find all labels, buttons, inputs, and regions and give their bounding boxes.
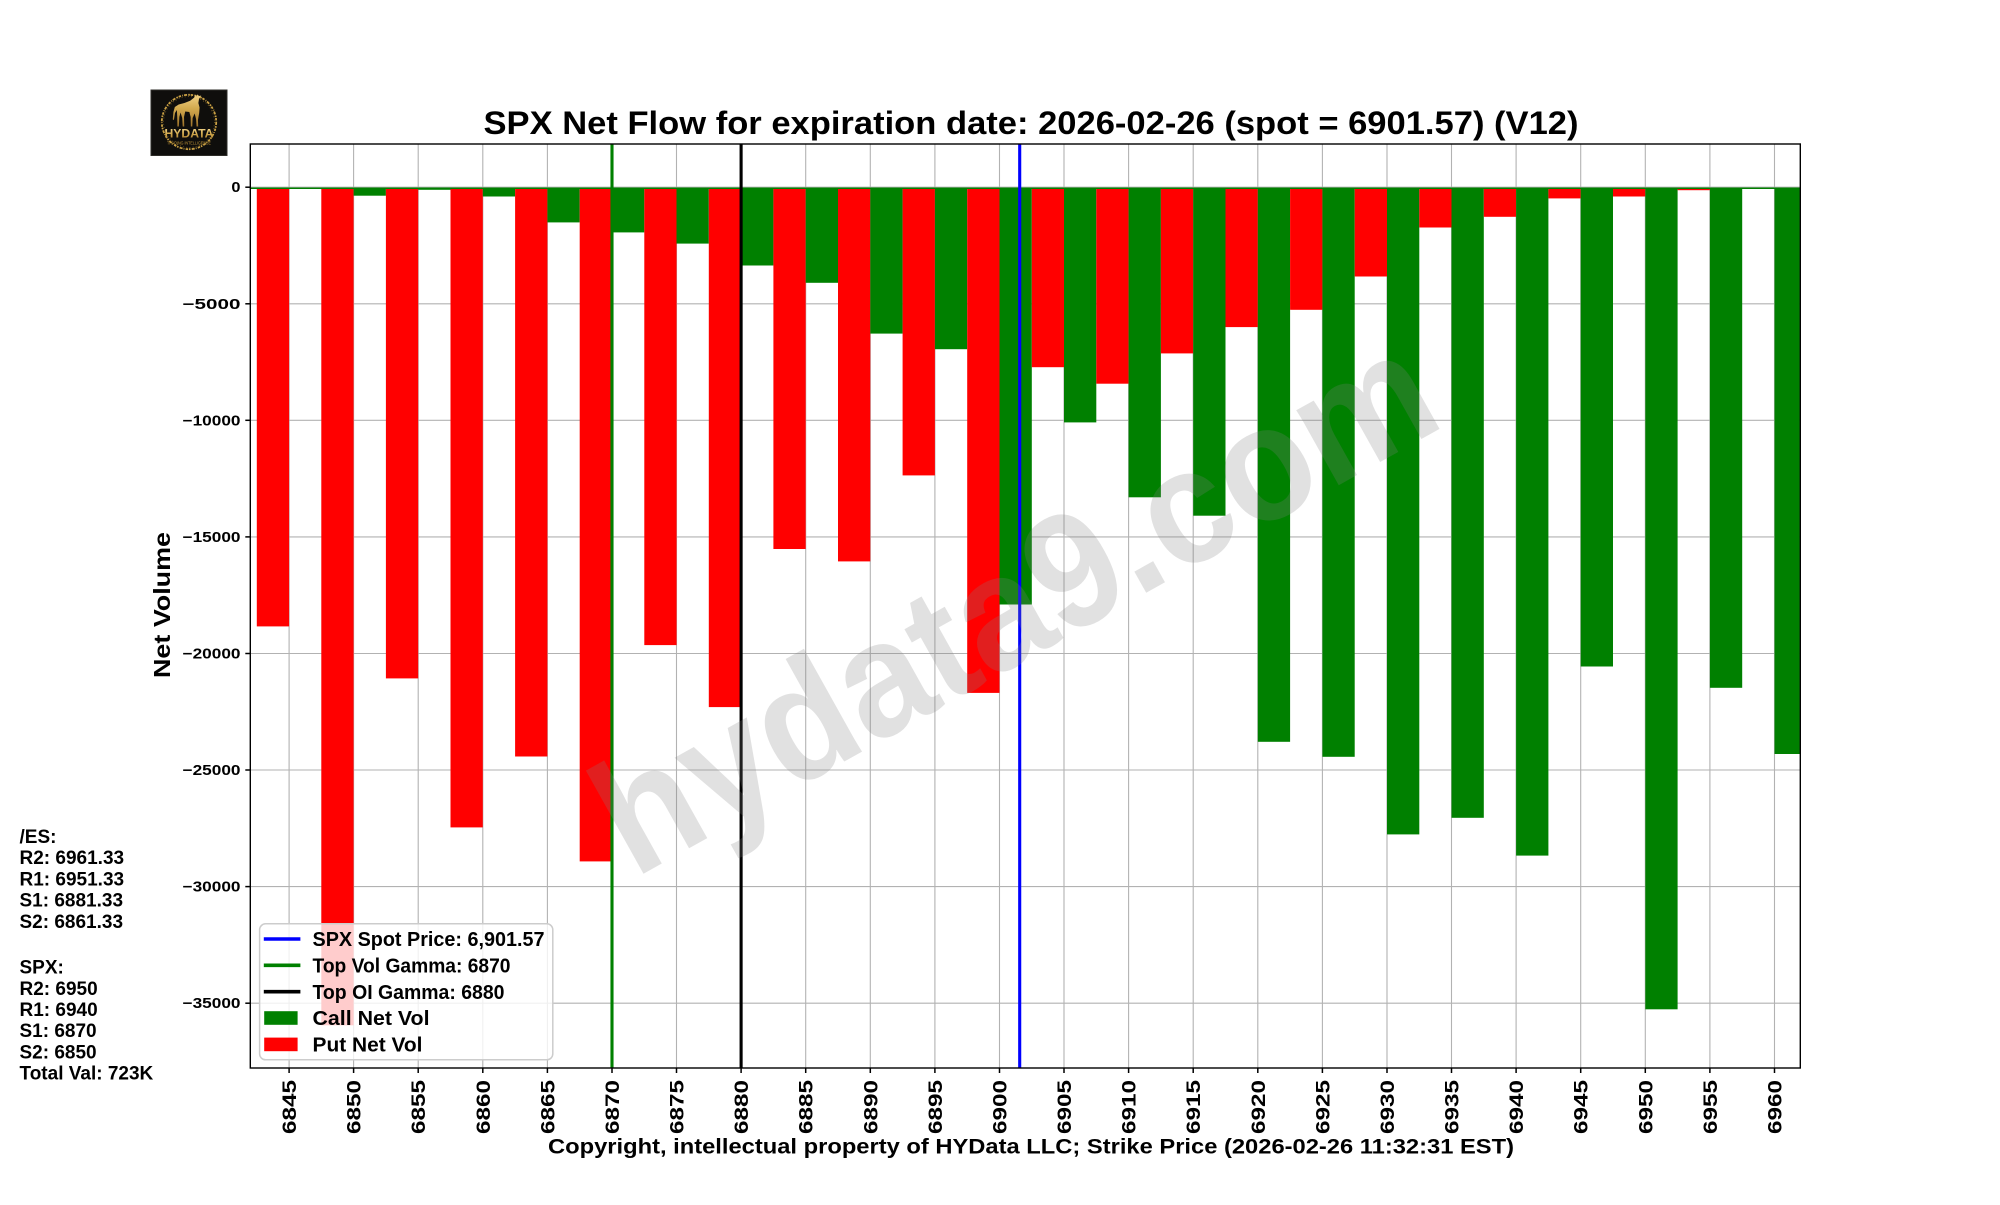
svg-text:SPX Net Flow for expiration da: SPX Net Flow for expiration date: 2026-0…: [484, 105, 1579, 141]
svg-text:−5000: −5000: [183, 297, 241, 313]
svg-text:Net Volume: Net Volume: [149, 532, 175, 678]
svg-text:SPX:: SPX:: [20, 958, 64, 979]
svg-text:HYDATA: HYDATA: [165, 129, 214, 141]
svg-text:6950: 6950: [1635, 1080, 1657, 1134]
svg-text:6925: 6925: [1312, 1080, 1334, 1134]
svg-text:SPX Spot Price: 6,901.57: SPX Spot Price: 6,901.57: [313, 928, 545, 951]
svg-text:6850: 6850: [344, 1080, 366, 1134]
svg-text:6880: 6880: [731, 1080, 753, 1134]
svg-text:6865: 6865: [537, 1080, 559, 1134]
svg-text:S2: 6850: S2: 6850: [20, 1042, 97, 1063]
svg-text:S2: 6861.33: S2: 6861.33: [20, 912, 124, 933]
svg-text:6855: 6855: [408, 1080, 430, 1134]
svg-text:6870: 6870: [602, 1080, 624, 1134]
svg-text:6915: 6915: [1183, 1080, 1205, 1134]
svg-text:S1: 6881.33: S1: 6881.33: [20, 891, 124, 912]
svg-text:0: 0: [231, 180, 240, 196]
svg-text:6885: 6885: [796, 1080, 818, 1134]
svg-text:R1: 6951.33: R1: 6951.33: [20, 869, 125, 890]
svg-text:Copyright, intellectual proper: Copyright, intellectual property of HYDa…: [548, 1135, 1514, 1159]
svg-text:6900: 6900: [990, 1080, 1012, 1134]
svg-text:−25000: −25000: [183, 763, 241, 779]
svg-text:−35000: −35000: [183, 996, 241, 1012]
svg-text:6845: 6845: [279, 1080, 301, 1134]
svg-text:6875: 6875: [667, 1080, 689, 1134]
svg-text:/ES:: /ES:: [20, 827, 57, 848]
svg-text:Call Net Vol: Call Net Vol: [313, 1007, 430, 1030]
svg-text:6960: 6960: [1765, 1080, 1787, 1134]
svg-text:6890: 6890: [860, 1080, 882, 1134]
svg-text:6905: 6905: [1054, 1080, 1076, 1134]
svg-text:6895: 6895: [925, 1080, 947, 1134]
svg-text:R2: 6961.33: R2: 6961.33: [20, 848, 125, 869]
svg-text:−10000: −10000: [183, 413, 241, 429]
svg-text:TRADING INTELLIGENCE: TRADING INTELLIGENCE: [167, 141, 211, 146]
svg-text:Top Vol Gamma: 6870: Top Vol Gamma: 6870: [313, 955, 511, 978]
svg-text:−15000: −15000: [183, 530, 241, 546]
svg-text:Total Val: 723K: Total Val: 723K: [20, 1064, 154, 1085]
svg-text:6910: 6910: [1119, 1080, 1141, 1134]
svg-text:−30000: −30000: [183, 880, 241, 896]
svg-text:Put Net Vol: Put Net Vol: [313, 1034, 423, 1057]
svg-text:R2: 6950: R2: 6950: [20, 979, 98, 1000]
svg-text:6940: 6940: [1506, 1080, 1528, 1134]
svg-text:6920: 6920: [1248, 1080, 1270, 1134]
svg-text:S1: 6870: S1: 6870: [20, 1021, 97, 1042]
svg-text:R1: 6940: R1: 6940: [20, 1000, 98, 1021]
svg-text:6955: 6955: [1700, 1080, 1722, 1134]
svg-text:−20000: −20000: [183, 647, 241, 663]
svg-text:6930: 6930: [1377, 1080, 1399, 1134]
svg-text:6935: 6935: [1442, 1080, 1464, 1134]
svg-text:6860: 6860: [473, 1080, 495, 1134]
svg-text:6945: 6945: [1571, 1080, 1593, 1134]
svg-text:Top OI Gamma: 6880: Top OI Gamma: 6880: [313, 981, 505, 1004]
